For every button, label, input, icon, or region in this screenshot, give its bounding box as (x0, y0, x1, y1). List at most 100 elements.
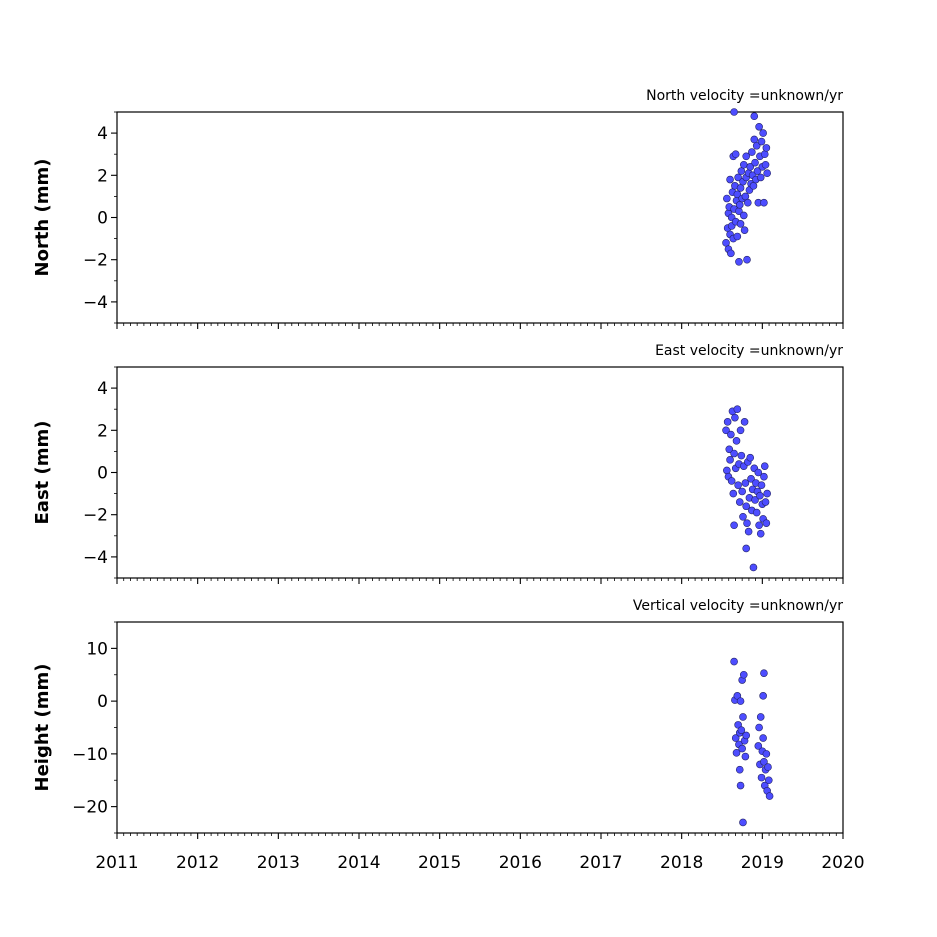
east-data-point (760, 472, 768, 481)
height-y-tick-label: 10 (86, 639, 108, 659)
east-panel: −4 −2 0 2 4 East velocity =unknown/yr East (mm… (32, 343, 844, 584)
east-data-point (733, 405, 742, 414)
height-data-point (760, 669, 768, 677)
height-data-point (765, 792, 774, 800)
north-y-tick-label: 4 (97, 124, 108, 144)
north-data-point (750, 135, 759, 144)
north-data-point (735, 258, 743, 266)
north-data-point (723, 194, 731, 203)
north-data-point (763, 169, 771, 177)
east-data-point (746, 453, 755, 462)
x-tick-label: 2015 (418, 853, 461, 873)
x-tick-label: 2011 (95, 853, 138, 873)
east-data-point (756, 491, 764, 500)
height-data-point (731, 734, 740, 742)
north-data-point (743, 255, 751, 264)
east-data-point (732, 437, 741, 445)
height-data-point (742, 731, 751, 740)
north-data-point (750, 112, 759, 121)
east-data-point (723, 466, 731, 475)
north-data-point (722, 239, 730, 247)
east-y-tick-label: 2 (97, 421, 108, 441)
north-y-tick-label: 0 (97, 209, 108, 229)
north-data-point (760, 198, 768, 207)
height-y-tick-label: −10 (72, 745, 108, 765)
north-data-point (742, 152, 751, 161)
north-data-point (735, 201, 744, 209)
north-data-point (753, 167, 762, 175)
height-data-point (762, 750, 771, 758)
height-data-point (737, 726, 746, 734)
north-data-point (731, 150, 740, 158)
east-data-point (723, 418, 732, 426)
north-data-point (759, 129, 767, 137)
east-y-tick-label: 0 (97, 464, 108, 484)
height-data-point (759, 734, 767, 742)
east-data-point (749, 563, 758, 572)
north-data-point (752, 141, 761, 150)
east-data-point (756, 529, 765, 538)
height-data-point (755, 723, 763, 732)
north-data-point (749, 182, 758, 190)
north-data-point (757, 137, 766, 146)
east-panel-title: East velocity =unknown/yr (655, 343, 843, 359)
north-data-point (737, 167, 746, 175)
north-data-point (730, 108, 738, 116)
x-tick-label: 2020 (821, 853, 864, 873)
north-data-point (727, 249, 735, 258)
east-data-point (739, 513, 747, 521)
height-y-axis-label: Height (mm) (32, 664, 53, 792)
east-data-point (761, 498, 770, 506)
east-data-point (729, 489, 738, 498)
east-data-point (725, 445, 734, 454)
height-data-point (739, 713, 747, 721)
x-tick-label: 2014 (337, 853, 380, 873)
east-data-point (747, 475, 755, 483)
north-data-point (760, 150, 769, 158)
east-y-tick-label: −2 (83, 506, 108, 526)
north-data-point (736, 184, 745, 192)
north-data-point (755, 122, 763, 131)
height-data-point (732, 749, 741, 757)
x-tick-label: 2018 (660, 853, 703, 873)
x-tick-label: 2019 (741, 853, 784, 873)
height-plot-frame (116, 621, 844, 834)
height-data-point (730, 657, 738, 666)
east-data-point (743, 519, 751, 527)
north-data-point (739, 160, 748, 169)
east-data-point (736, 426, 745, 435)
east-data-point (740, 418, 749, 426)
height-panel-title: Vertical velocity =unknown/yr (633, 598, 843, 614)
height-data-point (741, 752, 750, 761)
north-data-point (739, 211, 748, 220)
east-data-point (742, 544, 751, 553)
east-data-point (734, 481, 742, 489)
east-data-point (735, 498, 744, 506)
north-data-point (748, 148, 756, 156)
east-data-point (726, 456, 734, 464)
height-y-tick-label: 0 (97, 692, 108, 712)
east-y-tick-label: 4 (97, 379, 108, 399)
x-tick-label: 2017 (579, 853, 622, 873)
east-data-point (722, 426, 730, 435)
east-data-point (744, 527, 753, 536)
north-data-point (751, 158, 759, 167)
east-data-point (762, 519, 771, 527)
east-y-axis-label: East (mm) (32, 421, 53, 525)
height-panel: −20 −10 0 10 Vertical velocity =unknown/yr He… (32, 598, 844, 839)
height-data-point (757, 773, 766, 782)
x-tick-label: 2016 (499, 853, 542, 873)
north-data-point (734, 173, 742, 182)
east-data-point (754, 468, 763, 477)
east-data-point (752, 508, 761, 517)
north-panel: −4 −2 0 2 4 North velocity =unknown/yr North (… (32, 88, 844, 329)
east-data-point (727, 430, 735, 439)
north-data-point (746, 163, 755, 171)
x-tick-label: 2012 (176, 853, 219, 873)
north-y-tick-label: −2 (83, 251, 108, 271)
north-panel-title: North velocity =unknown/yr (646, 88, 843, 104)
east-y-tick-label: −4 (83, 548, 108, 568)
height-data-point (735, 765, 744, 774)
north-data-point (733, 232, 742, 241)
north-y-axis-label: North (mm) (32, 159, 53, 277)
